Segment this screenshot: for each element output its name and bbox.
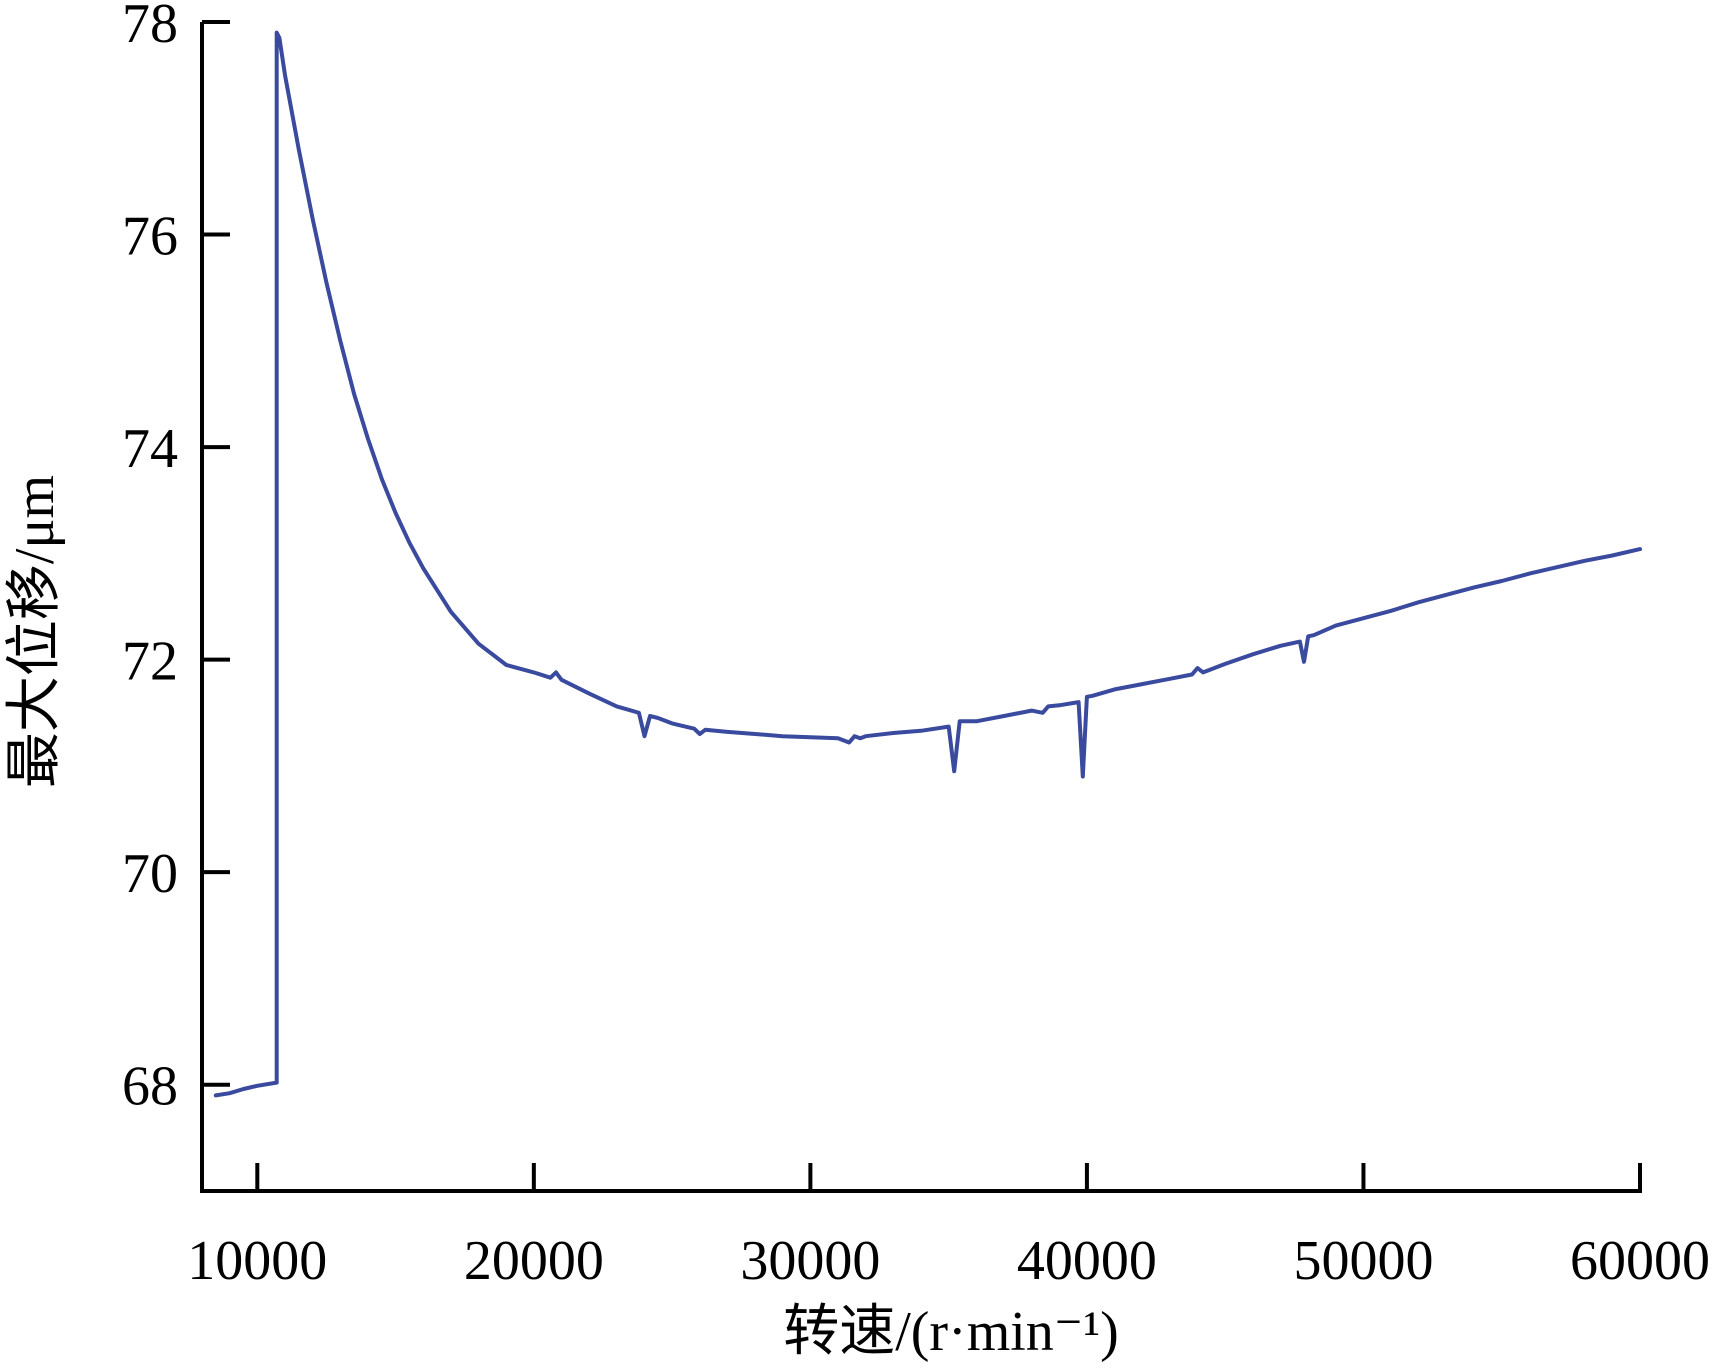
x-tick-label: 20000 [464,1230,604,1292]
y-tick-label: 68 [122,1056,178,1118]
series-line-0 [213,30,1642,1098]
y-tick-label: 72 [122,631,178,693]
x-tick-label: 50000 [1293,1230,1433,1292]
plot-area [213,30,1642,1098]
x-axis-title: 转速/(r·min⁻¹) [783,1301,1119,1363]
x-tick-label: 40000 [1017,1230,1157,1292]
x-tick-label: 30000 [740,1230,880,1292]
y-tick-label: 78 [122,0,178,55]
x-tick-label: 10000 [187,1230,327,1292]
y-tick-label: 74 [122,418,178,480]
axes [200,20,1642,1193]
tick-labels: 68 70 72 74 76 78 10000 20000 30000 40000 50000 600… [122,0,1710,1292]
y-axis-title: 最大位移/μm [4,475,66,788]
y-tick-label: 76 [122,206,178,268]
y-tick-label: 70 [122,843,178,905]
x-tick-label: 60000 [1570,1230,1710,1292]
